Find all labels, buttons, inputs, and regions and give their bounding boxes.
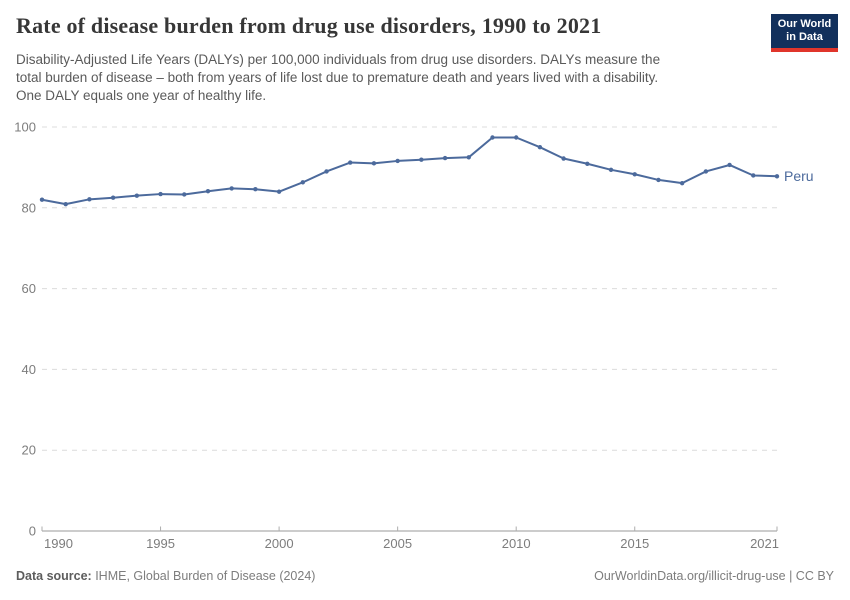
data-point-marker[interactable] [419, 157, 424, 162]
data-point-marker[interactable] [703, 169, 709, 174]
x-axis-tick-label: 1995 [146, 536, 175, 551]
data-point-marker[interactable] [442, 155, 448, 161]
data-point-marker[interactable] [751, 173, 756, 178]
data-point-marker[interactable] [513, 135, 519, 140]
data-point-marker[interactable] [585, 161, 590, 166]
data-source-label: Data source: [16, 569, 92, 583]
y-axis-tick-label: 60 [22, 281, 36, 296]
chart-subtitle: Disability-Adjusted Life Years (DALYs) p… [16, 52, 661, 103]
data-point-marker[interactable] [348, 160, 353, 165]
data-point-marker[interactable] [395, 158, 400, 164]
x-axis-tick-label: 2021 [750, 536, 779, 551]
data-point-marker[interactable] [324, 169, 329, 174]
data-source-text: IHME, Global Burden of Disease (2024) [91, 569, 316, 583]
x-axis-tick-label: 2005 [383, 536, 412, 551]
page-title: Rate of disease burden from drug use dis… [16, 13, 602, 38]
y-axis-tick-label: 100 [14, 120, 36, 135]
data-point-marker[interactable] [371, 161, 377, 166]
y-axis-tick-label: 0 [29, 524, 36, 539]
y-axis-tick-label: 80 [22, 200, 36, 215]
chart-footer: Data source: IHME, Global Burden of Dise… [16, 569, 834, 583]
x-axis-tick-label: 2010 [502, 536, 531, 551]
data-point-marker[interactable] [253, 187, 258, 192]
data-point-marker[interactable] [561, 156, 566, 161]
y-axis-tick-label: 40 [22, 362, 36, 377]
data-series-line[interactable] [41, 136, 778, 206]
data-point-marker[interactable] [205, 189, 211, 194]
data-point-marker[interactable] [63, 201, 68, 207]
owid-logo: Our World in Data [771, 14, 838, 52]
data-point-marker[interactable] [134, 193, 140, 198]
data-point-marker[interactable] [39, 197, 45, 202]
data-point-marker[interactable] [110, 195, 116, 200]
data-point-marker[interactable] [656, 177, 661, 183]
data-point-marker[interactable] [300, 180, 306, 185]
data-point-marker[interactable] [679, 180, 685, 186]
data-point-marker[interactable] [774, 174, 780, 179]
data-point-marker[interactable] [158, 191, 163, 197]
data-point-marker[interactable] [229, 186, 234, 191]
data-point-marker[interactable] [608, 167, 614, 173]
data-point-marker[interactable] [490, 135, 495, 140]
data-point-marker[interactable] [276, 189, 282, 194]
x-axis-tick-label: 2000 [265, 536, 294, 551]
x-axis-tick-label: 2015 [620, 536, 649, 551]
data-source-note: Data source: IHME, Global Burden of Dise… [16, 569, 315, 583]
y-axis-tick-label: 20 [22, 443, 36, 458]
x-axis-tick-label: 1990 [44, 536, 73, 551]
data-point-marker[interactable] [632, 172, 637, 177]
data-point-marker[interactable] [87, 197, 92, 202]
data-point-marker[interactable] [182, 192, 187, 197]
data-point-marker[interactable] [537, 145, 543, 150]
citation-link[interactable]: OurWorldinData.org/illicit-drug-use | CC… [594, 569, 834, 583]
data-point-marker[interactable] [727, 162, 732, 168]
series-entity-label: Peru [784, 168, 814, 184]
data-point-marker[interactable] [466, 155, 471, 160]
